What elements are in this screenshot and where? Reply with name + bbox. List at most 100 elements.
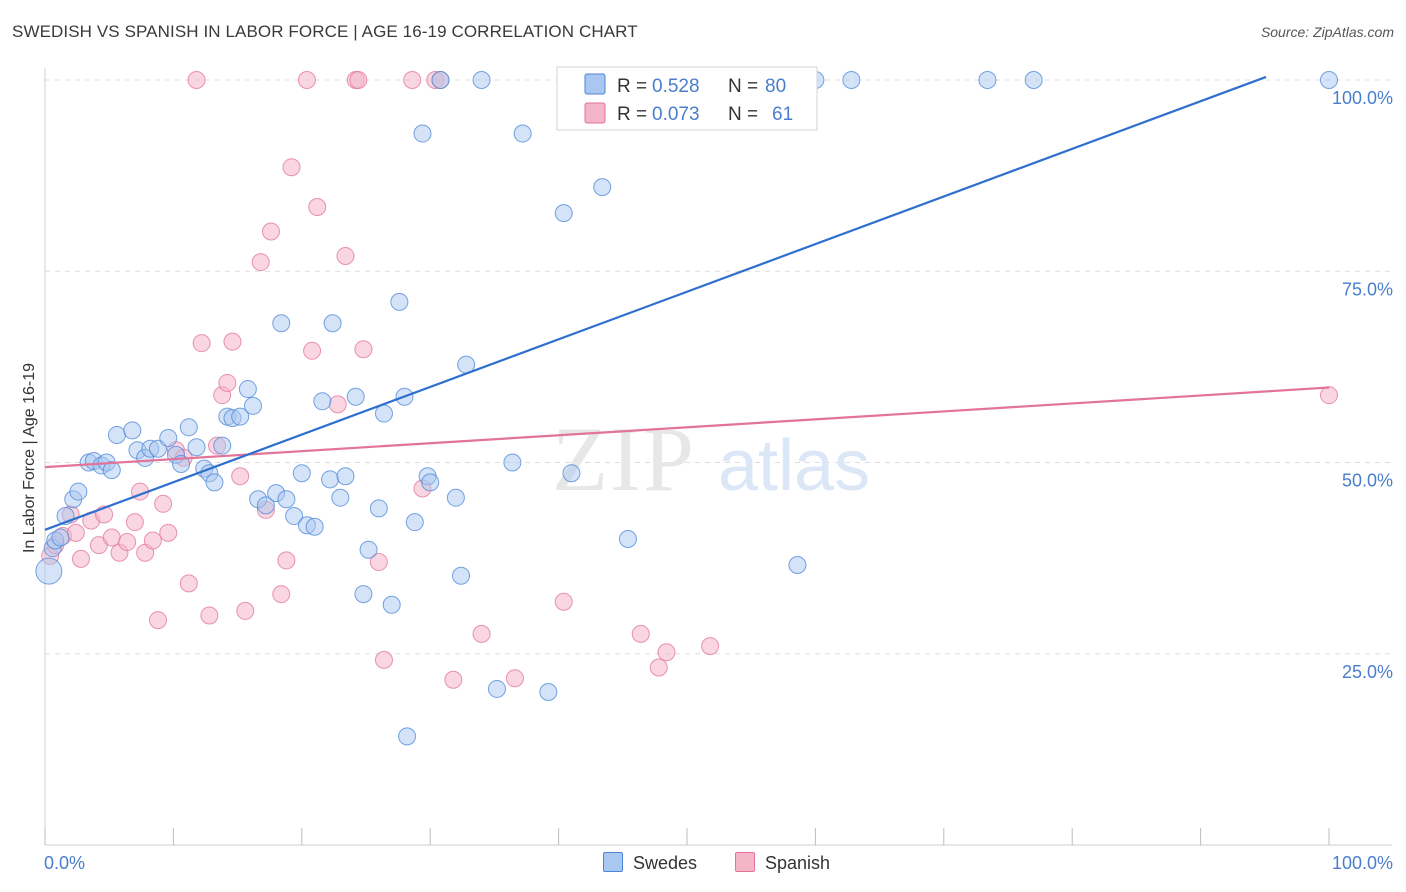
x-tick-labels: 0.0% 100.0% xyxy=(44,853,1393,873)
swedes-point xyxy=(102,461,121,480)
spanish-point xyxy=(374,650,393,669)
stats-spanish-n-value: 61 xyxy=(772,104,793,125)
swedes-point xyxy=(107,425,126,444)
spanish-point xyxy=(251,253,270,272)
swedes-point xyxy=(231,407,250,426)
swedes-point xyxy=(374,404,393,423)
spanish-point xyxy=(200,606,219,625)
spanish-point xyxy=(223,332,242,351)
spanish-point xyxy=(354,340,373,359)
stats-swedes-n-label: N = xyxy=(728,76,758,97)
swedes-point xyxy=(382,595,401,614)
x-tick-label-max: 100.0% xyxy=(1332,853,1393,873)
chart-title: SWEDISH VS SPANISH IN LABOR FORCE | AGE … xyxy=(12,22,638,41)
spanish-point xyxy=(657,643,676,662)
spanish-point xyxy=(369,552,388,571)
legend-spanish-swatch xyxy=(735,852,755,872)
swedes-point xyxy=(346,387,365,406)
spanish-point xyxy=(444,670,463,689)
spanish-point xyxy=(631,624,650,643)
swedes-point xyxy=(305,517,324,536)
swedes-point xyxy=(123,421,142,440)
swedes-point xyxy=(205,473,224,492)
spanish-point xyxy=(236,601,255,620)
spanish-point xyxy=(179,574,198,593)
swedes-point xyxy=(187,438,206,457)
spanish-series xyxy=(41,71,1338,689)
swedes-point xyxy=(213,436,232,455)
spanish-point xyxy=(154,494,173,513)
spanish-point xyxy=(308,197,327,216)
swedes-point xyxy=(503,453,522,472)
spanish-point xyxy=(403,71,422,89)
swedes-point xyxy=(354,585,373,604)
swedes-point xyxy=(179,418,198,437)
watermark-atlas: atlas xyxy=(718,426,870,506)
spanish-point xyxy=(159,523,178,542)
swedes-point xyxy=(487,679,506,698)
spanish-point xyxy=(1320,386,1338,405)
swedes-series xyxy=(35,71,1338,746)
y-tick-label: 25.0% xyxy=(1342,662,1393,682)
spanish-point xyxy=(231,467,250,486)
swedes-point xyxy=(842,71,861,89)
swedes-point xyxy=(272,314,291,333)
legend-swedes-swatch xyxy=(603,852,623,872)
swedes-point xyxy=(593,178,612,197)
y-tick-label: 50.0% xyxy=(1342,471,1393,491)
spanish-point xyxy=(328,395,347,414)
stats-spanish-swatch xyxy=(584,102,606,124)
swedes-point xyxy=(421,473,440,492)
stats-swedes-r-value: 0.528 xyxy=(652,76,700,97)
swedes-point xyxy=(431,71,450,89)
legend-swedes[interactable]: Swedes xyxy=(603,852,697,874)
swedes-point xyxy=(331,488,350,507)
swedes-point xyxy=(618,530,637,548)
swedes-point xyxy=(788,556,807,575)
swedes-point xyxy=(159,429,178,448)
spanish-point xyxy=(148,611,167,630)
spanish-point xyxy=(187,71,206,89)
swedes-point xyxy=(35,557,63,585)
y-tick-labels: 25.0% 50.0% 75.0% 100.0% xyxy=(1332,88,1393,682)
spanish-point xyxy=(192,334,211,353)
swedes-point xyxy=(398,727,417,746)
swedes-point xyxy=(313,392,332,411)
swedes-point xyxy=(539,683,558,701)
spanish-point xyxy=(701,637,720,656)
legend-spanish-label: Spanish xyxy=(765,853,831,873)
spanish-point xyxy=(71,549,90,568)
swedes-point xyxy=(405,513,424,532)
spanish-point xyxy=(102,528,121,547)
spanish-point xyxy=(303,341,322,360)
swedes-point xyxy=(244,396,263,415)
stats-swedes-n-value: 80 xyxy=(765,76,786,97)
trend-lines xyxy=(44,75,1330,531)
spanish-point xyxy=(66,523,85,542)
spanish-point xyxy=(649,658,668,677)
swedes-point xyxy=(446,488,465,507)
swedes-point xyxy=(336,467,355,486)
swedes-point xyxy=(562,464,581,483)
spanish-point xyxy=(118,533,137,552)
spanish-point xyxy=(472,624,491,643)
y-tick-label: 100.0% xyxy=(1332,88,1393,108)
legend-spanish[interactable]: Spanish xyxy=(735,852,830,874)
spanish-point xyxy=(277,551,296,570)
swedes-point xyxy=(390,292,409,311)
spanish-point xyxy=(282,158,301,177)
spanish-point xyxy=(272,585,291,604)
swedes-trend-line xyxy=(44,75,1267,531)
swedes-point xyxy=(413,124,432,143)
watermark-zip: ZIP xyxy=(552,408,696,510)
spanish-point xyxy=(297,71,316,89)
spanish-point xyxy=(125,513,144,532)
swedes-point xyxy=(51,528,70,547)
spanish-point xyxy=(218,373,237,392)
swedes-point xyxy=(369,499,388,518)
swedes-point xyxy=(1024,71,1043,89)
stats-box: R = 0.528 N = 80 R = 0.073 N = 61 xyxy=(556,66,818,131)
swedes-point xyxy=(554,204,573,223)
stats-spanish-r-label: R = xyxy=(617,104,647,125)
y-axis-label: In Labor Force | Age 16-19 xyxy=(21,363,38,553)
